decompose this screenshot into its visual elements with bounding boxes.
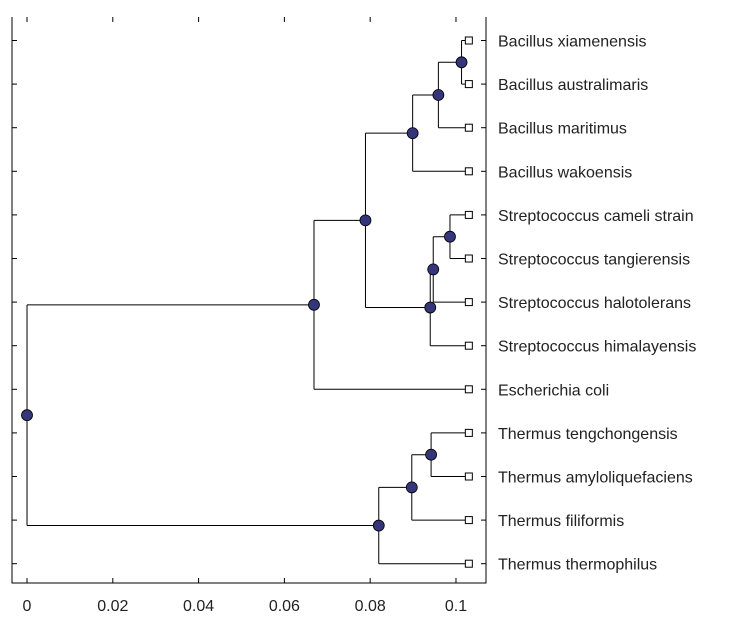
x-tick-label: 0.04 (183, 598, 214, 615)
branches (26, 40, 469, 565)
internal-node-marker (359, 214, 372, 227)
leaf-label: Bacillus xiamenensis (498, 34, 647, 51)
leaf-label: Thermus filiformis (498, 513, 624, 530)
leaf-label: Streptococcus cameli strain (498, 208, 694, 225)
leaf-label: Bacillus wakoensis (498, 164, 632, 181)
x-tick-label: 0.08 (355, 598, 386, 615)
internal-node-marker (427, 263, 440, 276)
axis-frame (11, 17, 487, 584)
x-tick-label: 0 (23, 598, 32, 615)
internal-node-marker (406, 127, 419, 140)
leaf-label: Thermus thermophilus (498, 557, 657, 574)
internal-node-marker (308, 298, 320, 311)
leaf-marker (464, 298, 473, 307)
leaf-marker (464, 36, 473, 45)
leaf-marker (464, 210, 473, 219)
leaf-marker (464, 559, 473, 568)
leaf-label: Bacillus maritimus (498, 121, 627, 138)
internal-node-marker (424, 301, 437, 314)
internal-node-marker (425, 448, 437, 461)
x-tick-label: 0.06 (269, 598, 300, 615)
leaf-label: Thermus amyloliquefaciens (498, 470, 693, 487)
internal-node-marker (444, 230, 456, 243)
leaf-label: Streptococcus tangierensis (498, 252, 690, 269)
leaf-label: Escherichia coli (498, 382, 609, 399)
leaf-marker (464, 167, 473, 176)
leaf-marker (464, 254, 473, 263)
internal-node-marker (432, 89, 445, 101)
x-tick-label: 0.02 (97, 598, 128, 615)
leaf-marker (464, 80, 473, 89)
leaf-marker (464, 428, 473, 437)
leaf-label: Thermus tengchongensis (498, 426, 678, 443)
internal-node-marker (372, 519, 385, 532)
leaf-marker (464, 341, 473, 350)
leaf-label: Streptococcus himalayensis (498, 339, 696, 356)
markers (21, 36, 473, 568)
leaf-labels: Bacillus xiamenensis Bacillus australimar… (498, 34, 696, 574)
internal-node-marker (455, 56, 468, 69)
internal-node-marker (405, 481, 418, 494)
axes: 0 0.02 0.04 0.06 0.08 0.1 (11, 17, 487, 615)
internal-node-marker (21, 409, 33, 422)
leaf-marker (464, 516, 473, 525)
leaf-marker (464, 123, 473, 132)
leaf-marker (464, 385, 473, 394)
leaf-label: Streptococcus halotolerans (498, 295, 691, 312)
leaf-label: Bacillus australimaris (498, 77, 648, 94)
leaf-marker (464, 472, 473, 481)
x-tick-label: 0.1 (445, 598, 467, 615)
